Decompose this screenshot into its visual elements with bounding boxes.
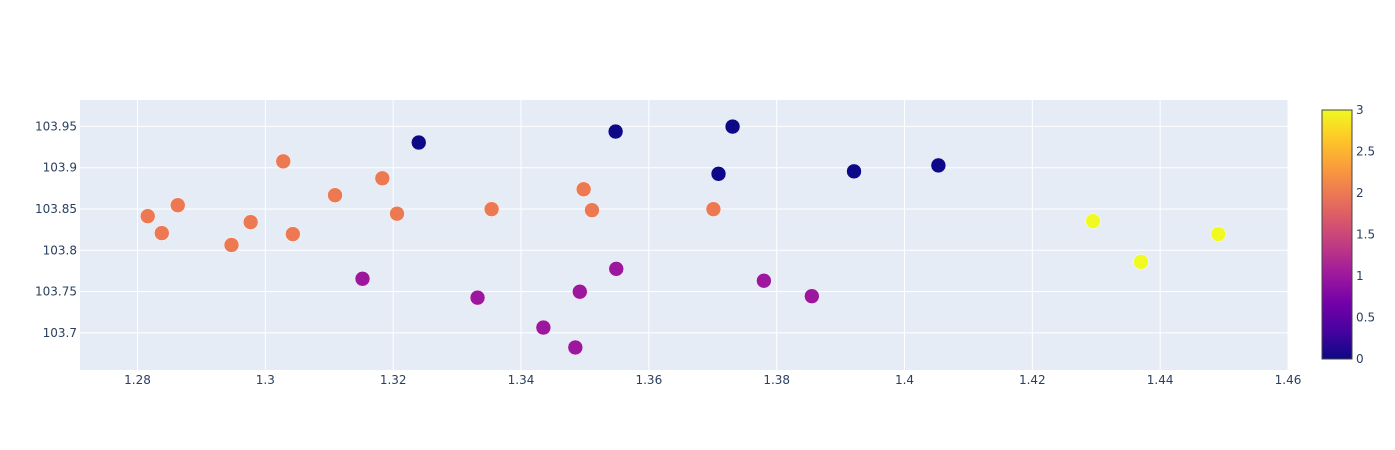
scatter-point bbox=[535, 319, 552, 336]
scatter-point bbox=[389, 205, 405, 222]
y-tick-label: 103.9 bbox=[43, 161, 77, 175]
x-tick-label: 1.4 bbox=[895, 373, 914, 387]
scatter-point bbox=[1133, 254, 1149, 270]
scatter-point bbox=[154, 225, 170, 241]
scatter-point bbox=[572, 283, 588, 300]
x-tick-label: 1.38 bbox=[763, 373, 790, 387]
data-points bbox=[140, 118, 1227, 356]
scatter-point bbox=[411, 134, 427, 151]
x-tick-label: 1.28 bbox=[124, 373, 151, 387]
scatter-point bbox=[804, 288, 820, 304]
colorbar-tick-label: 1 bbox=[1356, 269, 1364, 283]
scatter-point bbox=[354, 271, 371, 287]
scatter-point bbox=[483, 201, 500, 217]
x-tick-label: 1.3 bbox=[256, 373, 275, 387]
colorbar-tick-label: 3 bbox=[1356, 103, 1364, 117]
y-tick-label: 103.7 bbox=[43, 326, 77, 340]
scatter-point bbox=[846, 163, 862, 180]
x-axis-ticks: 1.28 1.3 1.32 1.34 1.36 1.38 1.4 1.42 1.44 1.46 bbox=[124, 373, 1301, 387]
scatter-point bbox=[275, 153, 292, 170]
x-tick-label: 1.44 bbox=[1147, 373, 1174, 387]
y-tick-label: 103.95 bbox=[35, 119, 77, 133]
scatter-point bbox=[327, 187, 343, 203]
scatter-point bbox=[374, 170, 391, 187]
colorbar-tick-label: 0.5 bbox=[1356, 311, 1375, 325]
y-axis-ticks: 103.7 103.75 103.8 103.85 103.9 103.95 bbox=[35, 119, 77, 339]
x-tick-label: 1.36 bbox=[635, 373, 662, 387]
colorbar-tick-label: 2 bbox=[1356, 186, 1364, 200]
x-tick-label: 1.34 bbox=[508, 373, 535, 387]
colorbar: 0 0.5 1 1.5 2 2.5 3 bbox=[1321, 103, 1375, 366]
scatter-point bbox=[710, 166, 727, 182]
scatter-point bbox=[242, 214, 259, 230]
colorbar-tick-label: 1.5 bbox=[1356, 228, 1375, 242]
x-tick-label: 1.42 bbox=[1019, 373, 1046, 387]
scatter-point bbox=[567, 339, 584, 356]
grid-lines bbox=[80, 100, 1289, 370]
scatter-point bbox=[930, 157, 947, 174]
scatter-point bbox=[285, 226, 301, 242]
y-tick-label: 103.8 bbox=[43, 243, 77, 257]
scatter-point bbox=[607, 123, 624, 140]
scatter-point bbox=[575, 181, 592, 198]
scatter-point bbox=[1085, 213, 1101, 229]
colorbar-tick-label: 2.5 bbox=[1356, 145, 1375, 159]
x-tick-label: 1.46 bbox=[1275, 373, 1302, 387]
scatter-point bbox=[140, 208, 156, 224]
scatter-point bbox=[756, 272, 772, 289]
scatter-point bbox=[705, 201, 722, 217]
scatter-point bbox=[724, 118, 741, 135]
scatter-point bbox=[469, 289, 486, 306]
colorbar-gradient bbox=[1321, 109, 1353, 360]
scatter-point bbox=[223, 237, 240, 253]
plot-area bbox=[80, 100, 1288, 370]
y-tick-label: 103.75 bbox=[35, 285, 77, 299]
scatter-point bbox=[1210, 226, 1227, 242]
scatter-point bbox=[170, 197, 186, 213]
colorbar-ticks: 0 0.5 1 1.5 2 2.5 3 bbox=[1356, 103, 1375, 366]
x-tick-label: 1.32 bbox=[380, 373, 407, 387]
y-tick-label: 103.85 bbox=[35, 202, 77, 216]
colorbar-tick-label: 0 bbox=[1356, 352, 1364, 366]
scatter-point bbox=[584, 202, 600, 218]
scatter-point bbox=[608, 261, 624, 277]
